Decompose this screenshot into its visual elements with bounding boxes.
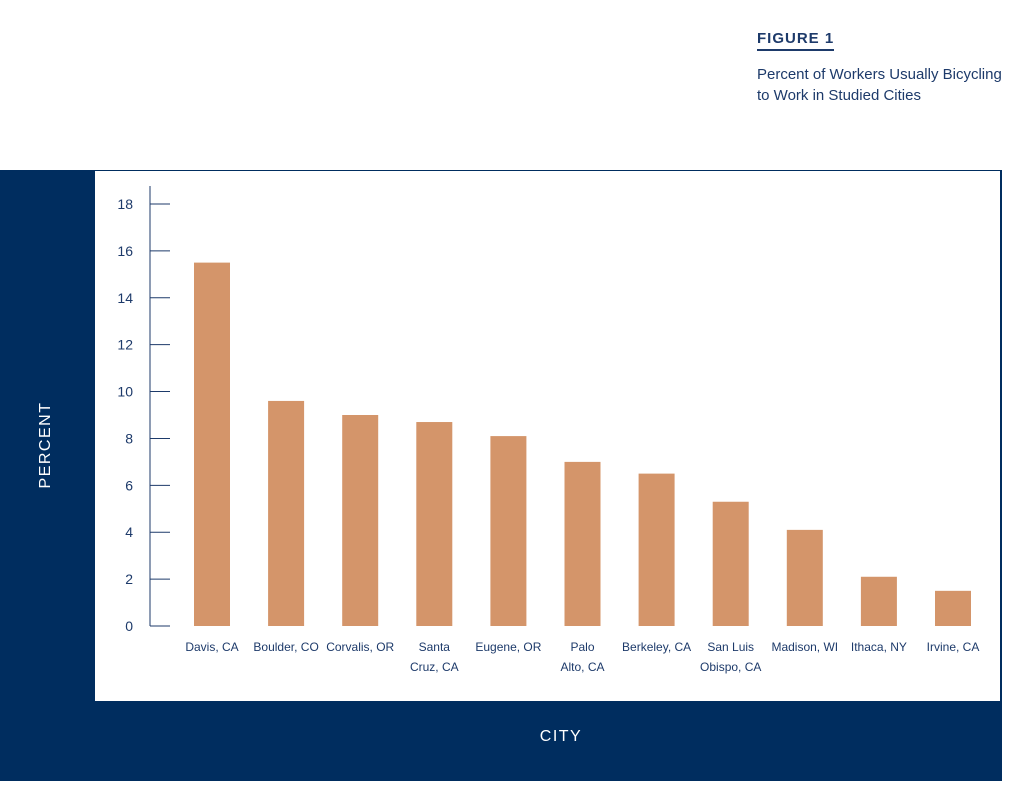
x-tick-label-line: Ithaca, NY <box>851 640 907 654</box>
x-tick-label: Irvine, CA <box>927 640 980 654</box>
x-tick-label-line: Corvalis, OR <box>326 640 394 654</box>
bar <box>860 576 897 626</box>
figure-title-line-2: to Work in Studied Cities <box>757 87 921 104</box>
x-axis-label: CITY <box>539 728 583 745</box>
x-tick-label: Corvalis, OR <box>326 640 394 654</box>
x-tick-label-line: Obispo, CA <box>700 660 761 674</box>
y-tick-label: 4 <box>125 524 133 540</box>
bar <box>342 415 379 626</box>
bar <box>268 400 305 626</box>
x-tick-label-line: Davis, CA <box>185 640 238 654</box>
x-tick-label: Boulder, CO <box>253 640 318 654</box>
x-tick-label: Eugene, OR <box>475 640 541 654</box>
x-tick-label-line: Irvine, CA <box>927 640 980 654</box>
x-tick-label-line: San Luis <box>707 640 754 654</box>
bar <box>638 473 675 626</box>
bar <box>564 461 601 626</box>
x-tick-label: Madison, WI <box>771 640 838 654</box>
y-tick-label: 16 <box>117 243 133 259</box>
y-tick-label: 0 <box>125 618 133 634</box>
x-tick-label-line: Alto, CA <box>560 660 604 674</box>
y-tick-label: 14 <box>117 290 133 306</box>
bar <box>194 262 230 626</box>
x-tick-label-line: Eugene, OR <box>475 640 541 654</box>
x-tick-label: Berkeley, CA <box>622 640 691 654</box>
x-tick-label: Ithaca, NY <box>851 640 907 654</box>
x-tick-label-line: Cruz, CA <box>410 660 459 674</box>
bar <box>786 529 823 626</box>
x-tick-label-line: Palo <box>570 640 594 654</box>
bar <box>935 590 971 626</box>
y-tick-label: 12 <box>117 337 133 353</box>
y-tick-label: 8 <box>125 430 133 446</box>
bar <box>712 501 749 626</box>
x-tick-label: Santa Cruz, CA <box>410 640 459 674</box>
figure-title-line-1: Percent of Workers Usually Bicycling <box>757 66 1002 83</box>
x-tick-label-line: Madison, WI <box>771 640 838 654</box>
figure-label: FIGURE 1 <box>757 30 835 51</box>
plot-area <box>95 171 1000 701</box>
x-tick-label: Davis, CA <box>185 640 238 654</box>
x-tick-label-line: Santa <box>419 640 451 654</box>
x-tick-label: San Luis Obispo, CA <box>700 640 761 674</box>
bar <box>416 422 453 626</box>
y-tick-label: 10 <box>117 384 133 400</box>
figure-title: Percent of Workers Usually Bicycling to … <box>757 64 1007 106</box>
y-tick-label: 18 <box>117 196 133 212</box>
y-tick-label: 2 <box>125 571 133 587</box>
y-tick-label: 6 <box>125 477 133 493</box>
x-tick-label: Palo Alto, CA <box>560 640 604 674</box>
bar <box>490 436 527 626</box>
x-tick-label-line: Berkeley, CA <box>622 640 691 654</box>
x-tick-label-line: Boulder, CO <box>253 640 318 654</box>
